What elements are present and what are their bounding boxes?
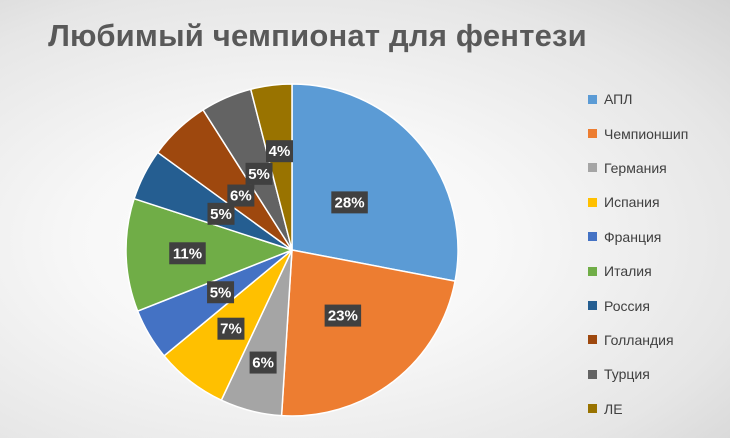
legend-swatch (588, 94, 597, 104)
svg-text:28%: 28% (335, 194, 365, 211)
pie-slice-1 (291, 83, 459, 282)
legend-swatch (588, 404, 597, 414)
svg-text:5%: 5% (248, 166, 270, 183)
svg-text:5%: 5% (210, 284, 232, 301)
legend-item-2: Чемпионшип (588, 116, 728, 150)
legend-item-8: Голландия (588, 323, 728, 357)
data-label-6: 11% (169, 242, 206, 265)
chart-title: Любимый чемпионат для фентези (48, 18, 587, 53)
data-label-5: 5% (207, 281, 235, 304)
legend-swatch (588, 266, 597, 276)
data-label-9: 5% (245, 162, 273, 185)
legend-item-7: Россия (588, 288, 728, 322)
legend-label: Россия (604, 297, 650, 314)
legend-label: АПЛ (604, 91, 633, 108)
data-label-3: 6% (249, 351, 277, 374)
svg-text:7%: 7% (220, 321, 242, 338)
legend-label: Германия (604, 159, 667, 176)
legend-item-4: Испания (588, 185, 728, 219)
legend-swatch (588, 129, 597, 139)
svg-text:5%: 5% (210, 206, 232, 223)
chart-legend: АПЛ Чемпионшип Германия Испания Франция Итали… (588, 82, 728, 426)
legend-item-6: Италия (588, 254, 728, 288)
legend-label: Франция (604, 228, 662, 245)
legend-swatch (588, 335, 597, 345)
data-label-7: 5% (207, 202, 235, 225)
pie-slice-2 (280, 249, 456, 417)
legend-item-3: Германия (588, 151, 728, 185)
data-label-2: 23% (324, 304, 362, 327)
pie-slice-6 (125, 197, 295, 313)
legend-label: ЛЕ (604, 400, 623, 417)
data-label-4: 7% (217, 317, 245, 340)
legend-label: Голландия (604, 331, 674, 348)
legend-item-5: Франция (588, 220, 728, 254)
legend-swatch (588, 197, 597, 207)
legend-swatch (588, 301, 597, 311)
legend-item-10: ЛЕ (588, 392, 728, 426)
legend-swatch (588, 163, 597, 173)
svg-text:23%: 23% (328, 308, 358, 325)
data-label-8: 6% (227, 184, 255, 207)
legend-label: Италия (604, 263, 652, 280)
svg-text:11%: 11% (173, 245, 202, 262)
svg-text:6%: 6% (252, 355, 274, 372)
data-label-10: 4% (266, 140, 294, 163)
legend-label: Чемпионшип (604, 125, 689, 142)
legend-item-9: Турция (588, 357, 728, 391)
svg-text:6%: 6% (230, 188, 252, 205)
legend-swatch (588, 232, 597, 242)
legend-label: Испания (604, 194, 660, 211)
legend-label: Турция (604, 366, 650, 383)
svg-text:4%: 4% (269, 143, 291, 160)
legend-swatch (588, 369, 597, 379)
data-label-1: 28% (331, 191, 368, 214)
legend-item-1: АПЛ (588, 82, 728, 116)
